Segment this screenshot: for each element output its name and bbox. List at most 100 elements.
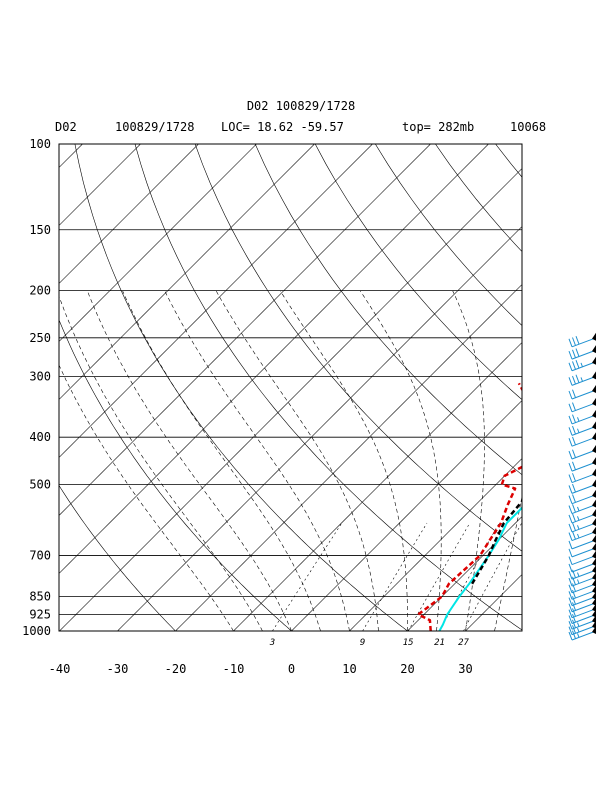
wind-barb — [568, 526, 597, 542]
wind-barb — [568, 597, 597, 613]
mixing-ratio-label: 21 — [434, 638, 445, 648]
wind-barb-staff — [571, 483, 597, 494]
wind-barb — [568, 591, 597, 607]
wind-barb-flag — [568, 570, 573, 580]
wind-barb — [568, 332, 597, 348]
wind-barb-flag — [568, 415, 573, 425]
wind-barb-flag — [572, 337, 576, 346]
pressure-tick-label: 150 — [29, 223, 51, 237]
wind-barb-flag — [568, 540, 573, 550]
wind-barb-half-flag — [577, 506, 580, 512]
wind-barb-flag — [572, 425, 576, 435]
wind-barb-head — [592, 526, 596, 535]
wind-barb-staff — [571, 576, 597, 587]
wind-barb-flag — [572, 522, 576, 531]
temperature-tick-label: -20 — [165, 662, 187, 676]
wind-barb-staff — [571, 547, 597, 558]
wind-barb-staff — [571, 569, 597, 580]
moist-adiabat-line — [494, 494, 522, 631]
wind-barb — [568, 615, 597, 630]
subtitle-top: top= 282mb — [402, 120, 474, 134]
wind-barb-flag — [572, 625, 576, 634]
wind-barb-flag — [572, 361, 576, 370]
pressure-tick-labels: 100 150 200 250 300 400 500 700 850 925 1000 — [22, 137, 51, 638]
temperature-tick-labels: -40 -30 -20 -10 0 10 20 30 — [49, 662, 473, 676]
isotherm-line — [59, 144, 315, 400]
wind-barb — [568, 457, 597, 472]
pressure-tick-label: 500 — [29, 477, 51, 491]
wind-barb-flag — [568, 377, 573, 386]
wind-barb-flag — [568, 532, 573, 541]
wind-barb-flag — [572, 389, 576, 398]
isotherm-line — [0, 144, 25, 631]
wind-barb-flag — [568, 450, 573, 460]
wind-barb-flag — [568, 485, 573, 494]
wind-barb-flag — [568, 577, 573, 587]
wind-barb-head — [592, 385, 596, 394]
temperature-tick-label: 30 — [458, 662, 472, 676]
wind-barb-half-flag — [577, 579, 580, 584]
wind-barb-flag — [575, 359, 580, 369]
wind-barb-flag — [572, 504, 576, 513]
wind-barb-staff — [571, 539, 597, 550]
wind-barb-flag — [572, 473, 576, 482]
wind-barb-half-flag — [577, 516, 580, 521]
isotherm-line — [59, 144, 373, 458]
dry-adiabat-line — [59, 484, 176, 631]
wind-barb-head — [592, 332, 596, 341]
wind-barb-staff — [571, 436, 597, 447]
wind-barb — [568, 385, 597, 400]
wind-barb-head — [592, 534, 596, 543]
wind-barb-half-flag — [577, 428, 580, 433]
wind-barb-head — [592, 591, 596, 600]
wind-barb-flag — [568, 620, 573, 630]
wind-barb-flag — [568, 350, 573, 360]
wind-barb-head — [592, 421, 596, 430]
wind-barb-flag — [568, 362, 573, 371]
wind-barb — [568, 479, 597, 494]
wind-barb-flag — [572, 402, 576, 411]
wind-barb-head — [592, 615, 596, 624]
moist-adiabat-line — [122, 290, 321, 631]
wind-barb — [568, 489, 597, 505]
moist-adiabat-line — [59, 295, 263, 631]
mixing-ratio-line — [272, 522, 343, 631]
wind-barb-flag — [572, 614, 576, 623]
mixing-ratio-line — [362, 522, 428, 631]
wind-barb-flag — [572, 436, 576, 446]
wind-barb-flag — [575, 374, 580, 383]
wind-barb — [568, 371, 597, 386]
temperature-tick-label: 20 — [400, 662, 414, 676]
wind-barb-flag — [568, 338, 573, 347]
wind-barb-flag — [568, 615, 573, 624]
wind-barb-half-flag — [580, 377, 583, 382]
wind-barb — [568, 397, 597, 413]
wind-barb — [568, 565, 597, 580]
wind-barb-staff — [571, 531, 597, 542]
wind-barb — [568, 421, 597, 436]
pressure-tick-label: 1000 — [22, 624, 51, 638]
wind-barb-head — [592, 603, 596, 612]
wind-barb-staff — [571, 619, 597, 630]
wind-barb-flag — [572, 531, 576, 540]
wind-barb-flag — [568, 505, 573, 514]
wind-barb-flag — [572, 483, 576, 493]
wind-barb — [568, 542, 597, 558]
wind-barb-flag — [572, 414, 576, 423]
wind-barb-flag — [572, 375, 576, 385]
wind-barb-flag — [568, 462, 573, 472]
wind-barb-flag — [572, 608, 576, 617]
wind-barb-flag — [568, 556, 573, 565]
isotherm-line — [59, 168, 522, 631]
wind-barb-flag — [572, 461, 576, 470]
pressure-tick-label: 400 — [29, 430, 51, 444]
wind-barb — [568, 356, 597, 372]
pressure-tick-label: 300 — [29, 369, 51, 383]
wind-barb-flag — [572, 596, 576, 605]
wind-barb-head — [592, 499, 596, 508]
wind-barb — [568, 534, 597, 550]
dry-adiabat-line — [375, 144, 522, 326]
pressure-tick-label: 925 — [29, 608, 51, 622]
wind-barb-half-flag — [577, 533, 580, 539]
